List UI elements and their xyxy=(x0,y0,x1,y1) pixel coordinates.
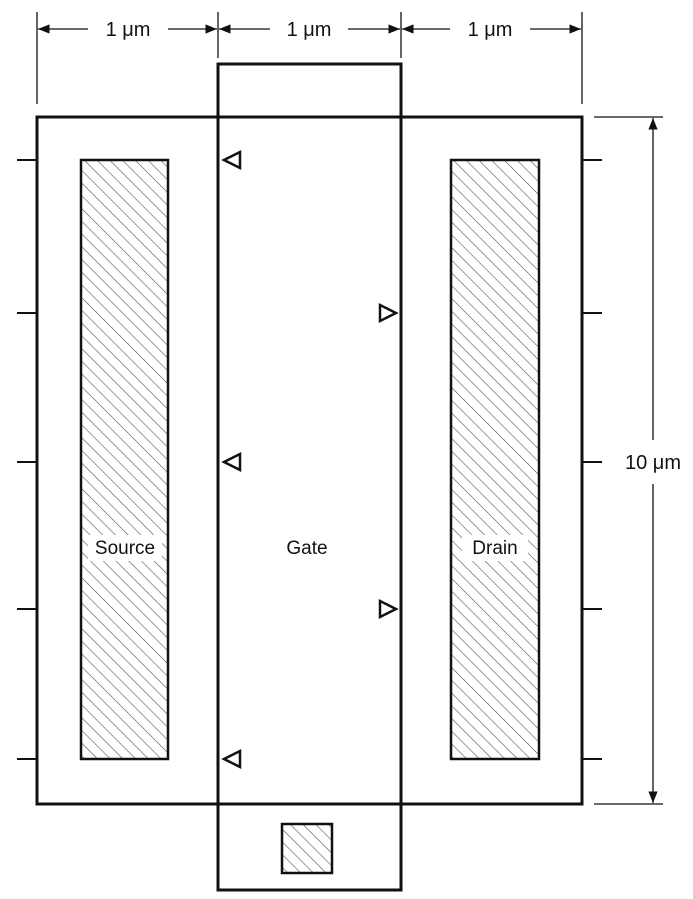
triangle-marker-icon xyxy=(221,149,242,171)
gate-contact-pad xyxy=(280,822,334,875)
triangle-marker-icon xyxy=(221,748,242,770)
left-edge-ticks xyxy=(17,159,37,760)
right-edge-ticks xyxy=(582,159,602,760)
gate-triangle-markers xyxy=(221,149,399,770)
top-dimension-extension-lines xyxy=(36,12,583,104)
drain-width-label: 1 μm xyxy=(468,19,513,41)
height-label: 10 μm xyxy=(625,452,681,474)
source-label: Source xyxy=(95,538,155,559)
triangle-marker-icon xyxy=(378,302,399,324)
source-label-background xyxy=(88,535,162,561)
source-region xyxy=(79,158,170,761)
triangle-marker-icon xyxy=(221,451,242,473)
drain-label: Drain xyxy=(472,538,517,559)
source-width-label: 1 μm xyxy=(106,19,151,41)
triangle-marker-icon xyxy=(378,598,399,620)
active-region-outline xyxy=(35,115,584,806)
gate-finger xyxy=(216,62,403,892)
drain-label-background xyxy=(462,535,528,561)
height-dimension xyxy=(594,116,663,805)
gate-label: Gate xyxy=(286,538,327,559)
drain-region xyxy=(449,158,541,761)
gate-width-label: 1 μm xyxy=(287,19,332,41)
